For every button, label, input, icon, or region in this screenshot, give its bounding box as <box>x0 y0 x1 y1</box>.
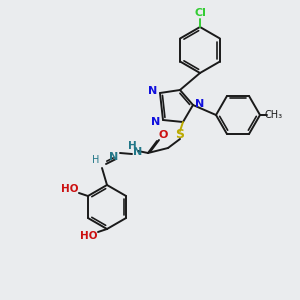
Text: CH₃: CH₃ <box>265 110 283 120</box>
Text: H: H <box>128 141 136 151</box>
Text: O: O <box>158 130 168 140</box>
Text: HO: HO <box>61 184 79 194</box>
Text: N: N <box>195 99 205 109</box>
Text: S: S <box>176 128 184 142</box>
Text: Cl: Cl <box>194 8 206 18</box>
Text: HO: HO <box>80 231 98 241</box>
Text: N: N <box>148 86 158 96</box>
Text: N: N <box>110 152 118 162</box>
Text: N: N <box>134 147 142 157</box>
Text: H: H <box>92 155 99 165</box>
Text: N: N <box>152 117 160 127</box>
